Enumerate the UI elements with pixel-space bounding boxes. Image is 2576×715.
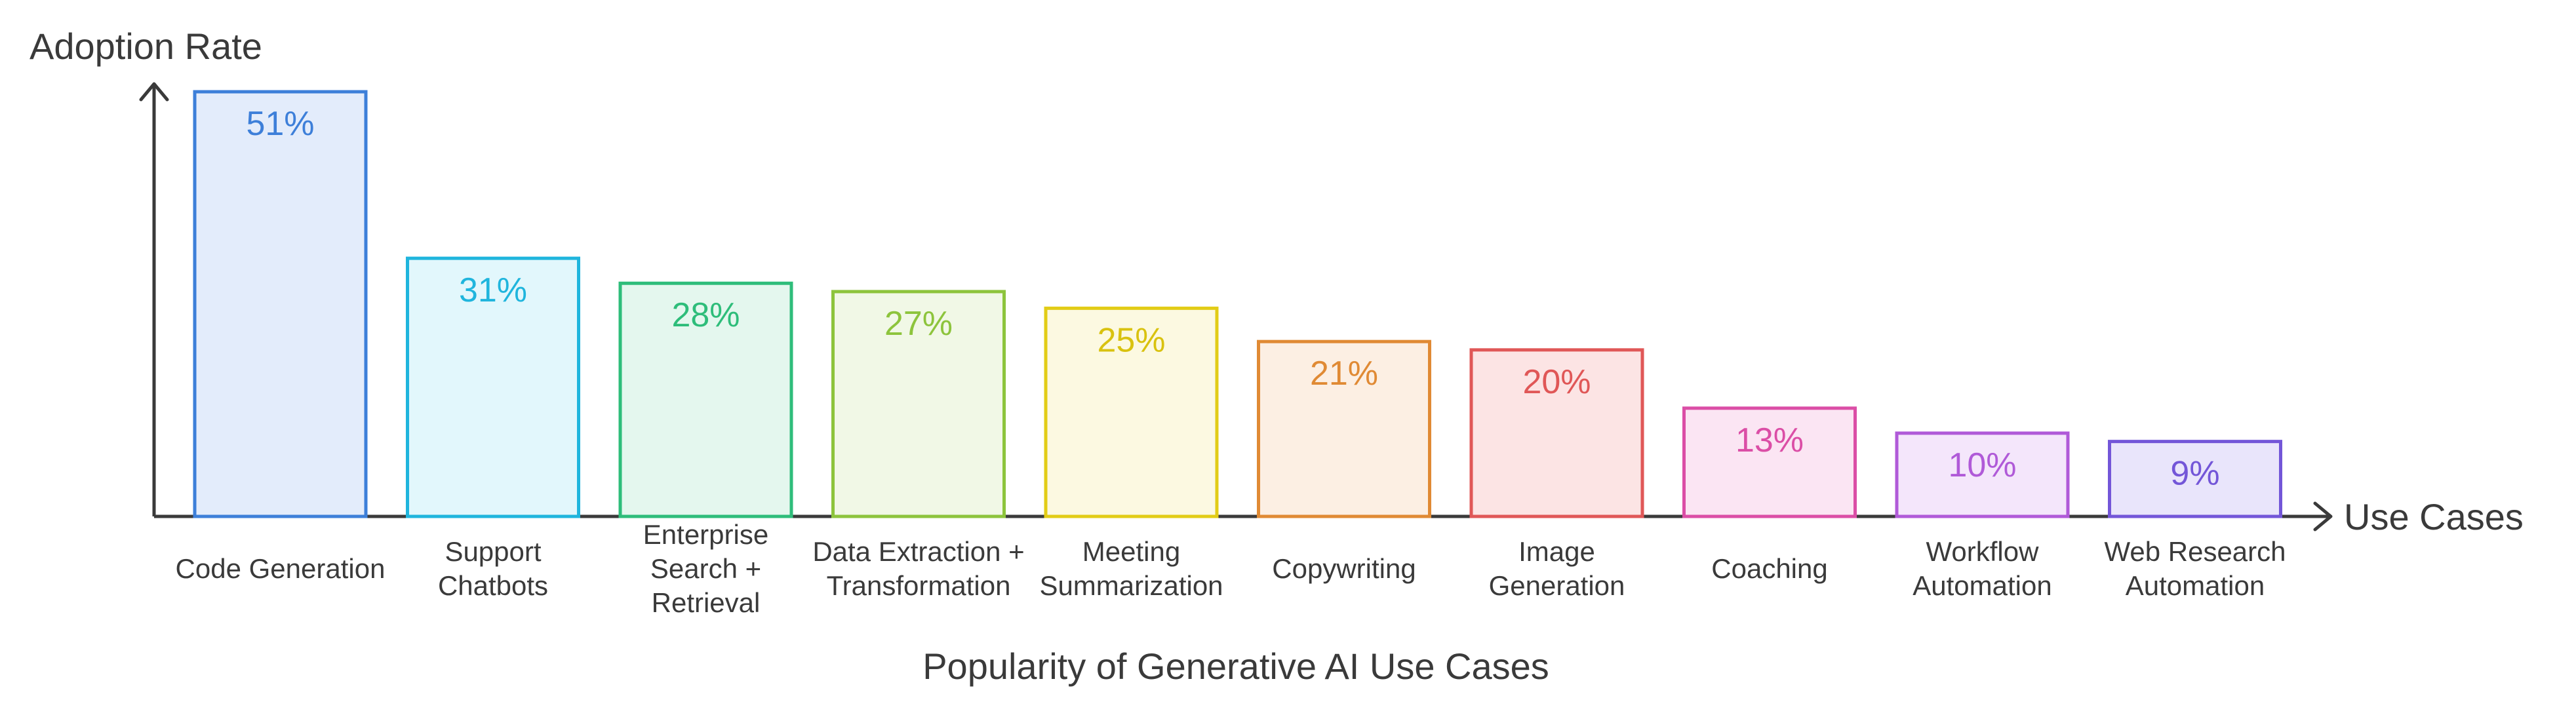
y-axis-title: Adoption Rate [30,26,262,67]
category-label: Enterprise [643,519,768,550]
value-label: 25% [1097,321,1165,359]
bar [406,256,580,518]
category-label: Data Extraction + [812,536,1024,567]
x-axis-arrow [2313,501,2333,531]
x-axis-title: Use Cases [2344,496,2524,537]
category-label: Automation [2126,570,2265,601]
category-label: Workflow [1926,536,2040,567]
category-label: Code Generation [176,553,386,584]
value-label: 9% [2170,455,2219,493]
category-label: Image [1518,536,1595,567]
value-label: 10% [1948,446,2016,484]
value-label: 27% [884,305,953,343]
y-axis-arrow [139,82,169,102]
value-label: 21% [1310,355,1378,393]
bar [2108,440,2282,518]
bar [1257,339,1431,518]
category-label: Copywriting [1272,553,1416,584]
value-label: 13% [1735,421,1804,459]
category-label: Generation [1489,570,1625,601]
value-label: 31% [459,271,527,309]
bar [618,281,793,518]
value-label: 28% [671,296,740,334]
category-label: Search + [650,553,761,584]
bar [1044,306,1219,518]
category-label: Support [445,536,541,567]
bar [1895,431,2070,518]
category-label: Automation [1912,570,2051,601]
category-label: Meeting [1082,536,1180,567]
value-label: 51% [246,105,314,143]
bar [831,290,1006,518]
category-label: Web Research [2104,536,2286,567]
category-label: Chatbots [438,570,548,601]
category-label: Retrieval [652,587,761,618]
chart-title: Popularity of Generative AI Use Cases [922,646,1549,687]
category-label: Coaching [1711,553,1827,584]
bar [193,90,368,518]
bar [1682,406,1857,518]
category-label: Transformation [827,570,1011,601]
category-label: Summarization [1039,570,1223,601]
value-label: 20% [1522,363,1591,401]
bar [1469,348,1644,518]
bars: 51% 31% 28% 27% 25% 21% 20% 13% 10% 9% [193,90,2282,518]
